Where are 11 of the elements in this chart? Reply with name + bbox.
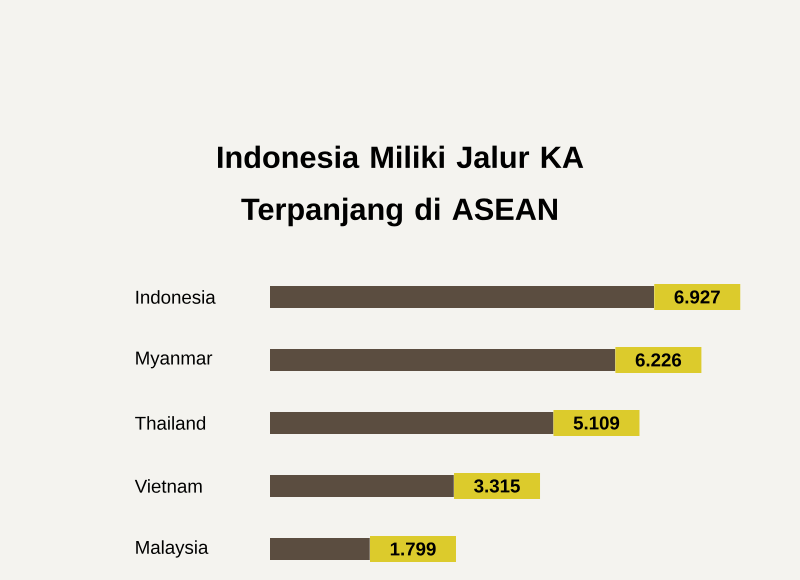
y-tick-label: Indonesia: [136, 290, 216, 304]
data-label: 6.927: [674, 290, 720, 304]
chart-title: Indonesia Miliki Jalur KA Terpanjang di ASEAN: [218, 146, 584, 226]
y-tick-label: Malaysia: [136, 540, 208, 558]
y-tick-label: Vietnam: [134, 479, 202, 493]
data-label: 3.315: [474, 479, 520, 493]
data-label: 6.226: [636, 353, 682, 367]
y-tick-label: Myanmar: [136, 352, 212, 368]
y-tick-label: Thailand: [135, 416, 206, 430]
data-label: 1.799: [390, 542, 436, 556]
data-label: 5.109: [574, 416, 620, 430]
